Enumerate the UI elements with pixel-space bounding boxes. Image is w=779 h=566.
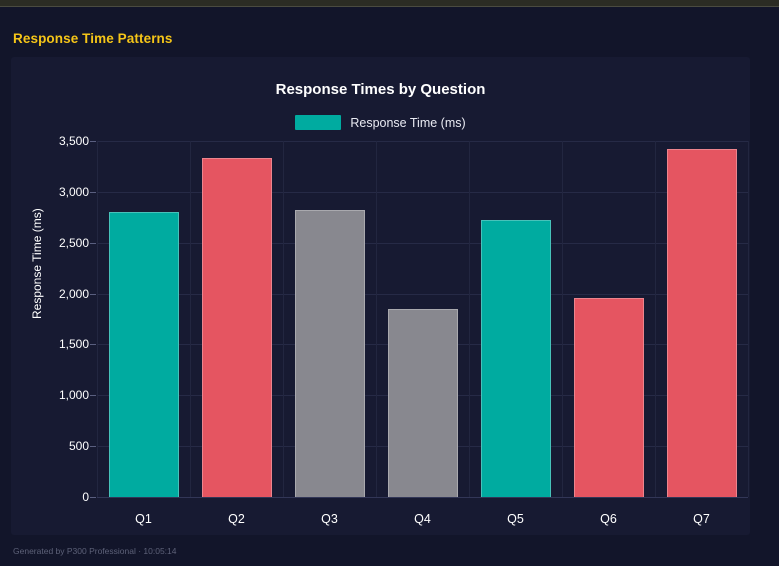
y-axis-tick-label: 3,000 xyxy=(58,184,89,199)
gridline-y-2500 xyxy=(97,242,748,244)
gridline-x-0 xyxy=(97,141,98,497)
chart-card: Response Times by Question Response Time… xyxy=(11,57,750,535)
bar-q7[interactable] xyxy=(666,149,737,497)
x-axis-tick-label-q2: Q2 xyxy=(228,512,245,526)
bar-q1[interactable] xyxy=(108,212,179,497)
bar-q5[interactable] xyxy=(480,220,551,497)
y-tick-mark-1000 xyxy=(90,395,96,397)
y-tick-mark-0 xyxy=(90,497,96,498)
y-axis-tick-label: 500 xyxy=(68,439,89,454)
footer-status: Generated by P300 Professional · 10:05:1… xyxy=(13,546,177,556)
y-tick-mark-2500 xyxy=(90,242,96,244)
gridline-x-2 xyxy=(283,141,284,497)
x-axis-tick-label-q7: Q7 xyxy=(693,512,710,526)
legend-swatch-response-time xyxy=(295,115,342,130)
y-axis-tick-label: 0 xyxy=(82,490,89,504)
y-axis-tick-label: 2,500 xyxy=(58,235,89,250)
gridline-x-5 xyxy=(562,141,563,497)
x-axis-tick-label-q5: Q5 xyxy=(507,512,524,526)
gridline-y-2000 xyxy=(97,293,748,295)
y-axis-tick-label: 3,500 xyxy=(58,134,89,148)
y-tick-mark-1500 xyxy=(90,344,96,346)
y-tick-mark-500 xyxy=(90,446,96,448)
bar-q3[interactable] xyxy=(294,210,365,497)
gridline-x-4 xyxy=(469,141,470,497)
y-tick-mark-3500 xyxy=(90,141,96,142)
bar-q4[interactable] xyxy=(387,308,458,497)
chart-title: Response Times by Question xyxy=(275,81,486,98)
gridline-y-3500 xyxy=(97,141,748,142)
page-title: Response Time Patterns xyxy=(13,31,173,46)
gridline-x-1 xyxy=(190,141,191,497)
gridline-y-3000 xyxy=(97,191,748,193)
plot-area xyxy=(90,141,749,498)
y-axis-title: Response Time (ms) xyxy=(30,208,44,319)
y-axis-tick-label: 1,500 xyxy=(58,337,89,352)
x-axis-tick-label-q1: Q1 xyxy=(135,512,152,526)
gridline-x-7 xyxy=(748,141,749,497)
y-tick-mark-3000 xyxy=(90,191,96,193)
bar-q6[interactable] xyxy=(573,297,644,497)
gridline-x-3 xyxy=(376,141,377,497)
x-axis-tick-label-q6: Q6 xyxy=(600,512,617,526)
gridline-y-0 xyxy=(97,497,748,498)
x-axis-tick-label-q4: Q4 xyxy=(414,512,431,526)
legend-label-response-time: Response Time (ms) xyxy=(350,115,466,130)
y-tick-mark-2000 xyxy=(90,293,96,295)
chart-legend: Response Time (ms) xyxy=(11,115,750,130)
bar-q2[interactable] xyxy=(201,158,272,497)
gridline-x-6 xyxy=(655,141,656,497)
y-axis-tick-label: 2,000 xyxy=(58,286,89,301)
y-axis-tick-label: 1,000 xyxy=(58,388,89,403)
window-top-strip xyxy=(0,0,779,7)
x-axis-tick-label-q3: Q3 xyxy=(321,512,338,526)
